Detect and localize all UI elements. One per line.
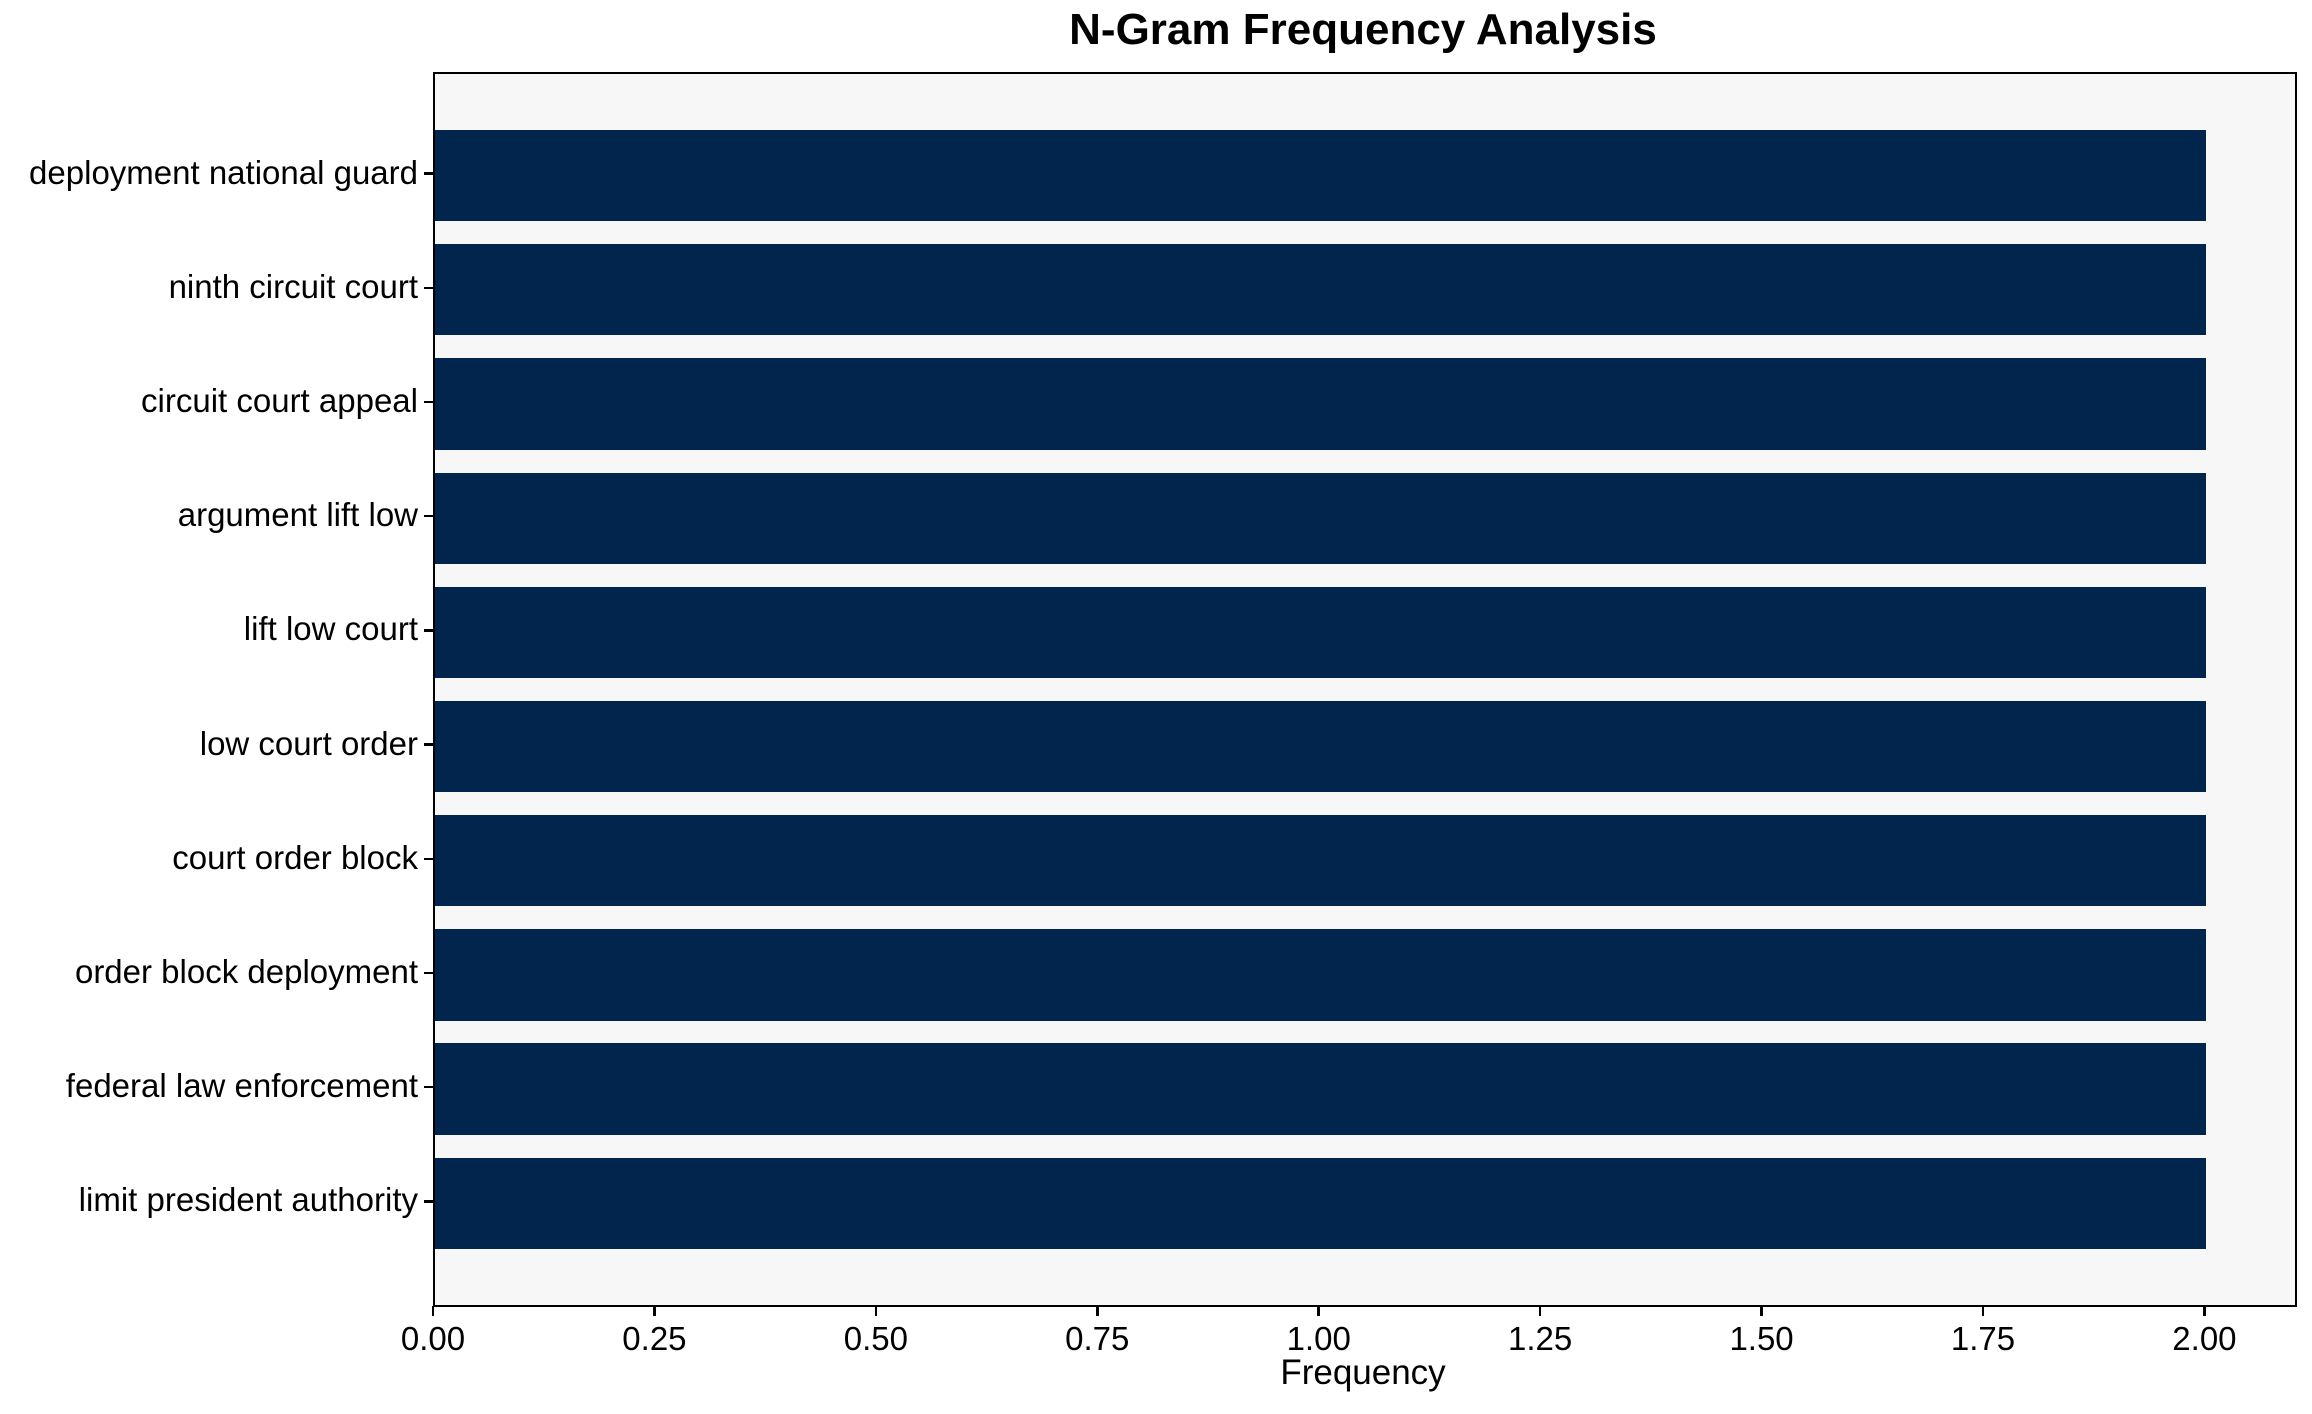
x-axis-tick bbox=[1981, 1305, 1985, 1316]
y-axis-tick bbox=[424, 971, 433, 975]
x-tick-label: 1.50 bbox=[1729, 1320, 1794, 1357]
x-tick-label: 0.00 bbox=[400, 1320, 466, 1357]
y-axis-tick bbox=[424, 743, 433, 746]
y-axis-tick bbox=[424, 1085, 433, 1089]
y-tick-label: low court order bbox=[199, 724, 418, 762]
y-axis-tick bbox=[424, 1200, 433, 1203]
bar bbox=[435, 700, 2207, 793]
bar bbox=[435, 1043, 2207, 1135]
y-tick-label: court order block bbox=[172, 838, 418, 876]
bar bbox=[435, 129, 2207, 222]
y-tick-label: limit president authority bbox=[78, 1181, 418, 1219]
x-axis-tick bbox=[1096, 1305, 1099, 1316]
bar bbox=[435, 244, 2207, 336]
y-tick-label: ninth circuit court bbox=[168, 267, 418, 305]
bar bbox=[435, 929, 2207, 1021]
y-axis-tick bbox=[424, 514, 433, 518]
x-tick-label: 2.00 bbox=[2172, 1320, 2237, 1357]
bar bbox=[435, 358, 2207, 450]
y-tick-label: lift low court bbox=[243, 610, 418, 648]
x-tick-label: 0.50 bbox=[843, 1320, 908, 1357]
bar bbox=[435, 1157, 2207, 1250]
plot-area bbox=[433, 72, 2297, 1307]
x-tick-label: 0.25 bbox=[622, 1320, 687, 1357]
x-tick-label: 1.25 bbox=[1508, 1320, 1573, 1357]
x-tick-label: 1.75 bbox=[1950, 1320, 2016, 1357]
y-tick-label: deployment national guard bbox=[29, 153, 418, 191]
y-axis-tick bbox=[424, 286, 433, 290]
bar bbox=[435, 472, 2207, 564]
x-axis-tick bbox=[431, 1305, 435, 1316]
x-axis-tick bbox=[1538, 1305, 1542, 1316]
x-axis-label: Frequency bbox=[1280, 1353, 1446, 1392]
y-axis-tick bbox=[424, 400, 433, 404]
x-axis-tick bbox=[2203, 1305, 2206, 1316]
y-axis-tick bbox=[424, 629, 433, 632]
x-axis-tick bbox=[1317, 1305, 1320, 1316]
x-tick-label: 0.75 bbox=[1065, 1320, 1130, 1357]
x-axis-tick bbox=[653, 1305, 656, 1316]
y-axis-tick bbox=[424, 172, 433, 175]
y-tick-label: circuit court appeal bbox=[141, 382, 418, 420]
y-tick-label: federal law enforcement bbox=[65, 1067, 418, 1105]
chart-title: N-Gram Frequency Analysis bbox=[1069, 5, 1657, 54]
x-axis-tick bbox=[1760, 1305, 1763, 1316]
bar bbox=[435, 586, 2207, 679]
bars-layer bbox=[435, 74, 2295, 1305]
bar bbox=[435, 815, 2207, 907]
x-axis-tick bbox=[874, 1305, 878, 1316]
y-tick-label: argument lift low bbox=[177, 496, 418, 534]
y-axis-tick bbox=[424, 857, 433, 861]
x-tick-label: 1.00 bbox=[1286, 1320, 1351, 1357]
y-tick-label: order block deployment bbox=[74, 953, 418, 991]
